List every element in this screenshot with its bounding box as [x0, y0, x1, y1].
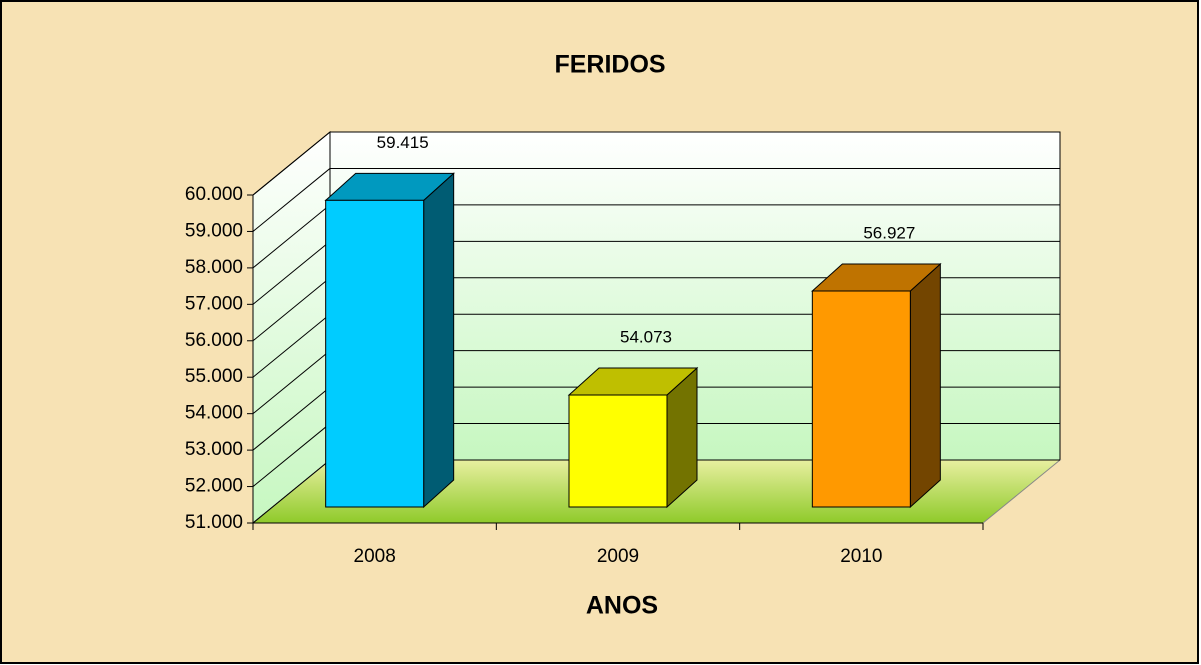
value-label: 54.073	[620, 327, 672, 346]
y-tick-label: 53.000	[185, 439, 243, 460]
grid-line-side	[252, 386, 331, 451]
grid-line-side	[252, 459, 331, 524]
x-axis-label: ANOS	[586, 592, 658, 620]
grid-line-side	[252, 423, 331, 487]
x-tick-label: 2008	[354, 546, 396, 567]
y-tick-label: 52.000	[185, 476, 243, 497]
x-tick-label: 2009	[597, 546, 639, 567]
grid-line-side	[252, 240, 331, 305]
y-tick-label: 51.000	[185, 512, 243, 533]
y-tick-label: 55.000	[185, 366, 243, 387]
bar	[568, 394, 668, 508]
chart-title: FERIDOS	[554, 51, 665, 79]
y-tick-label: 59.000	[185, 220, 243, 241]
bar-side	[909, 262, 941, 509]
grid-line-side	[252, 277, 331, 342]
bar-side	[423, 172, 455, 509]
grid-line-side	[252, 350, 331, 415]
y-tick-label: 56.000	[185, 330, 243, 351]
grid-line-side	[252, 168, 331, 232]
grid-line-side	[252, 313, 331, 378]
x-tick-label: 2010	[840, 546, 882, 567]
value-label: 56.927	[863, 223, 915, 242]
side-wall	[252, 130, 331, 525]
bar	[325, 199, 425, 508]
y-tick-label: 54.000	[185, 403, 243, 424]
grid-line-side	[252, 204, 331, 269]
value-label: 59.415	[377, 133, 429, 152]
bar	[811, 290, 911, 508]
y-tick-label: 57.000	[185, 293, 243, 314]
y-tick-label: 58.000	[185, 257, 243, 278]
grid-line-side	[252, 131, 331, 196]
y-tick-label: 60.000	[185, 184, 243, 205]
